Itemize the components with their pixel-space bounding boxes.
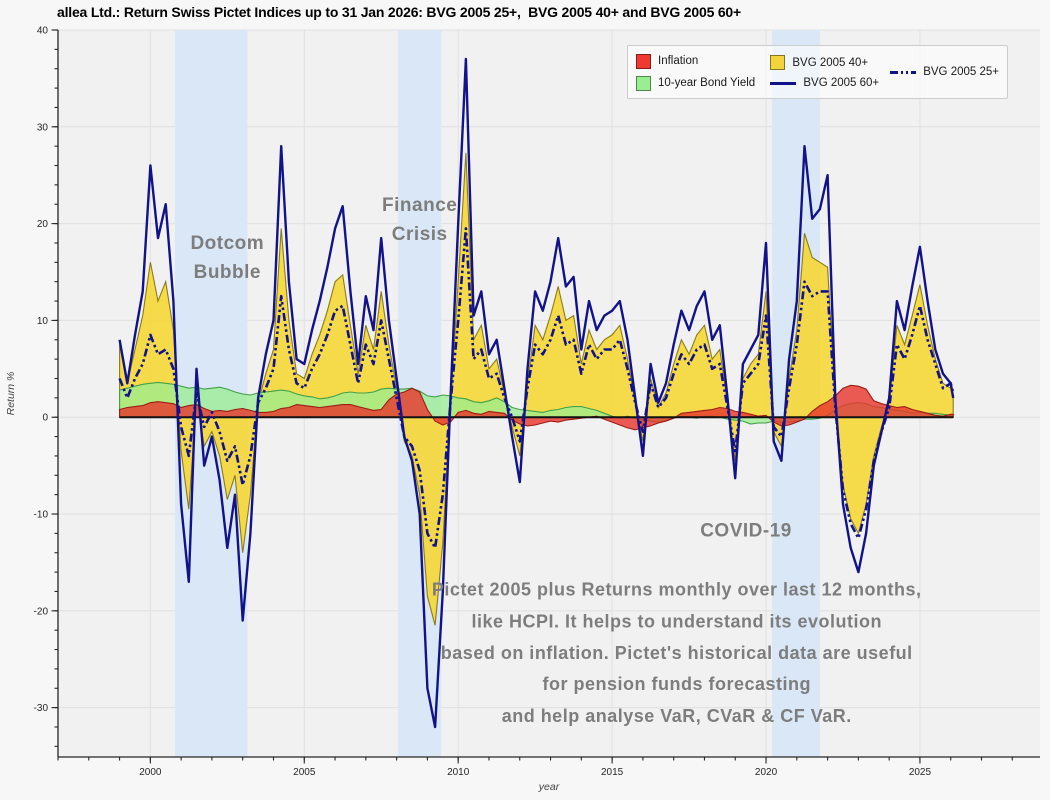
bond-yield-swatch-icon <box>636 75 651 91</box>
svg-text:based on inflation. Pictet's h: based on inflation. Pictet's historical … <box>441 643 913 663</box>
bvg40-swatch-icon <box>770 55 786 70</box>
bvg25-dashline-icon <box>890 70 917 74</box>
legend-label: BVG 2005 40+ <box>792 56 869 69</box>
svg-text:2000: 2000 <box>139 767 162 778</box>
svg-text:Dotcom: Dotcom <box>190 233 264 254</box>
annotation-finance-crisis: Finance Crisis <box>382 195 457 245</box>
legend-item-bvg40: BVG 2005 40+ <box>770 55 890 70</box>
svg-text:40: 40 <box>37 26 49 37</box>
svg-text:-20: -20 <box>34 606 49 617</box>
svg-text:Finance: Finance <box>382 195 457 216</box>
legend-item-bvg60: BVG 2005 60+ <box>770 77 890 89</box>
svg-text:2005: 2005 <box>293 767 316 778</box>
legend-label: 10-year Bond Yield <box>658 77 756 89</box>
series-line-bvg-2005-60- <box>118 57 955 729</box>
legend-label: Inflation <box>658 55 699 67</box>
svg-text:and help analyse VaR, CVaR & C: and help analyse VaR, CVaR & CF VaR. <box>502 706 852 726</box>
x-axis-title: year <box>538 781 560 793</box>
svg-text:like HCPI. It helps to underst: like HCPI. It helps to understand its ev… <box>471 611 882 631</box>
svg-text:2020: 2020 <box>755 767 778 778</box>
svg-text:10: 10 <box>37 316 49 327</box>
svg-text:Bubble: Bubble <box>194 262 261 283</box>
legend-column: Inflation 10-year Bond Yield <box>636 53 770 91</box>
y-axis-title: Return % <box>5 372 17 416</box>
legend-column: BVG 2005 25+ <box>890 66 999 78</box>
svg-text:30: 30 <box>37 122 49 133</box>
svg-text:2015: 2015 <box>601 767 624 778</box>
legend-item-bvg25: BVG 2005 25+ <box>890 66 999 78</box>
annotation-covid: COVID-19 <box>700 520 792 541</box>
svg-text:-10: -10 <box>34 510 49 521</box>
bvg60-line-icon <box>770 81 797 85</box>
svg-text:Crisis: Crisis <box>392 224 448 245</box>
axes-spines <box>57 30 1040 758</box>
legend-label: BVG 2005 60+ <box>803 77 880 89</box>
legend-item-inflation: Inflation <box>636 53 770 69</box>
annotation-caption: Pictet 2005 plus Returns monthly over la… <box>432 579 922 726</box>
annotation-dotcom: Dotcom Bubble <box>190 233 264 283</box>
legend: Inflation 10-year Bond Yield BVG 2005 40… <box>627 45 1008 99</box>
legend-column: BVG 2005 40+ BVG 2005 60+ <box>770 55 890 89</box>
svg-text:0: 0 <box>42 413 48 424</box>
svg-text:for pension funds forecasting: for pension funds forecasting <box>542 674 811 694</box>
svg-text:-30: -30 <box>34 703 49 714</box>
series-line-bvg-2005-25- <box>118 227 955 550</box>
svg-text:2010: 2010 <box>447 767 470 778</box>
svg-text:Pictet 2005 plus Returns month: Pictet 2005 plus Returns monthly over la… <box>432 579 922 599</box>
inflation-swatch-icon <box>636 53 651 69</box>
legend-item-bond-yield: 10-year Bond Yield <box>636 75 770 91</box>
legend-label: BVG 2005 25+ <box>923 66 999 78</box>
svg-text:2025: 2025 <box>909 767 932 778</box>
tick-labels: 2000 2005 2010 2015 2020 2025 -30 -20 -10 0 10 20 30… <box>34 26 932 779</box>
axis-ticks <box>51 29 1013 764</box>
page-title: allea Ltd.: Return Swiss Pictet Indices … <box>57 4 741 20</box>
svg-text:20: 20 <box>37 219 49 230</box>
svg-text:COVID-19: COVID-19 <box>700 520 792 541</box>
